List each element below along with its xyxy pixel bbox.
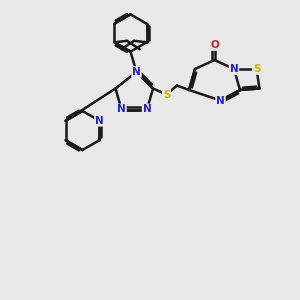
Text: N: N (230, 64, 238, 74)
Text: S: S (163, 89, 170, 100)
Text: N: N (216, 95, 225, 106)
Text: N: N (142, 104, 152, 115)
Text: O: O (210, 40, 219, 50)
Text: N: N (117, 104, 126, 115)
Text: N: N (132, 67, 141, 77)
Text: S: S (253, 64, 260, 74)
Text: N: N (95, 116, 104, 126)
